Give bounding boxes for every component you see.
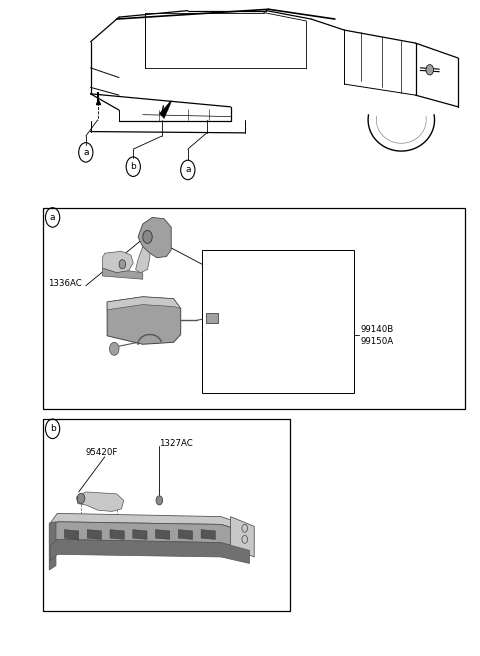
Polygon shape: [201, 529, 216, 539]
Polygon shape: [87, 529, 101, 539]
Polygon shape: [107, 297, 180, 344]
Polygon shape: [138, 217, 171, 258]
Polygon shape: [102, 251, 133, 273]
Circle shape: [77, 493, 85, 504]
FancyBboxPatch shape: [43, 419, 290, 611]
FancyBboxPatch shape: [206, 313, 218, 323]
Polygon shape: [159, 102, 171, 119]
Polygon shape: [50, 539, 250, 564]
Text: a: a: [83, 148, 88, 157]
Polygon shape: [50, 522, 250, 550]
Text: a: a: [185, 165, 191, 174]
Polygon shape: [136, 247, 150, 273]
Polygon shape: [102, 268, 143, 279]
Text: 1327AC: 1327AC: [159, 440, 193, 448]
Text: 99150A: 99150A: [361, 337, 394, 346]
Circle shape: [109, 342, 119, 356]
Polygon shape: [76, 492, 124, 512]
Text: 95420F: 95420F: [86, 449, 118, 457]
Polygon shape: [107, 297, 180, 310]
Text: 1336AC: 1336AC: [48, 279, 82, 288]
Polygon shape: [110, 529, 124, 539]
Text: 99145: 99145: [210, 255, 237, 264]
Text: 99155: 99155: [210, 267, 237, 276]
Polygon shape: [156, 529, 170, 539]
Polygon shape: [133, 529, 147, 539]
Polygon shape: [230, 517, 254, 557]
Circle shape: [119, 260, 126, 269]
Text: a: a: [50, 213, 55, 222]
Polygon shape: [50, 514, 250, 533]
Text: b: b: [131, 162, 136, 171]
FancyBboxPatch shape: [43, 208, 466, 409]
Text: 99157: 99157: [210, 337, 237, 346]
FancyBboxPatch shape: [202, 250, 354, 393]
Polygon shape: [64, 529, 79, 539]
Circle shape: [426, 64, 433, 75]
Text: b: b: [50, 424, 56, 434]
Text: 99147: 99147: [210, 325, 237, 335]
Polygon shape: [179, 529, 192, 539]
Polygon shape: [49, 522, 56, 570]
Circle shape: [143, 230, 152, 243]
Text: 99140B: 99140B: [361, 325, 394, 335]
Circle shape: [156, 496, 163, 505]
